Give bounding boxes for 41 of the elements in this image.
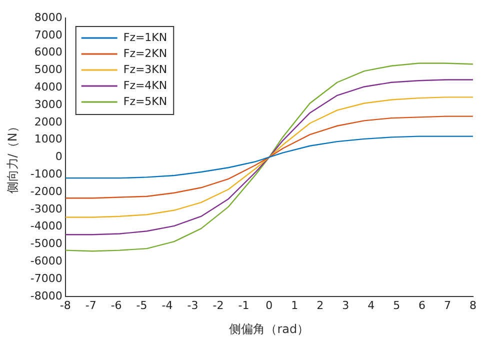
y-tick-label: 8000 [34, 10, 62, 24]
x-tick-label: -2 [212, 298, 224, 312]
y-tick-label: -5000 [30, 237, 62, 250]
y-axis-title: 侧向力/（N） [5, 120, 20, 194]
x-tick-label: 1 [291, 298, 298, 312]
x-tick-label: 5 [393, 298, 400, 312]
x-tick-label: 2 [316, 298, 324, 312]
y-tick-label: 2000 [34, 115, 62, 128]
y-tick-label: 7000 [34, 28, 62, 42]
x-tick-label: 0 [266, 298, 273, 312]
x-tick-label: -7 [85, 298, 96, 312]
x-tick-label: 6 [418, 298, 426, 312]
y-tick-label: 1000 [34, 132, 62, 146]
x-tick-label: 7 [444, 298, 452, 312]
legend-label: Fz=4KN [123, 78, 168, 92]
x-axis-title: 侧偏角（rad） [229, 322, 310, 336]
y-tick-label: -4000 [30, 220, 62, 233]
x-tick-label: -5 [136, 298, 148, 312]
y-tick-label: 5000 [34, 63, 62, 76]
x-tick-label: 4 [368, 298, 375, 312]
x-tick-label: -6 [110, 298, 122, 312]
y-tick-label: 6000 [34, 46, 62, 59]
x-tick-label: 3 [342, 298, 350, 312]
y-tick-label: -6000 [30, 254, 62, 268]
legend-label: Fz=2KN [123, 46, 168, 60]
legend-label: Fz=3KN [123, 62, 168, 76]
legend-label: Fz=1KN [123, 30, 168, 44]
x-tick-label: -4 [162, 298, 173, 312]
x-tick-label: 8 [470, 298, 476, 312]
y-tick-label: -1000 [30, 167, 62, 180]
y-tick-label: 0 [55, 150, 62, 164]
x-tick-label: -1 [238, 298, 250, 312]
y-tick-label: 4000 [34, 80, 62, 94]
legend-label: Fz=5KN [123, 94, 168, 108]
y-tick-label: 3000 [34, 98, 62, 111]
y-tick-label: -3000 [30, 202, 62, 216]
x-tick-label: -3 [187, 298, 198, 312]
y-tick-label: -7000 [30, 272, 62, 285]
x-tick-label: -8 [60, 298, 71, 312]
y-tick-label: -8000 [30, 289, 62, 302]
y-tick-label: -2000 [30, 184, 62, 198]
